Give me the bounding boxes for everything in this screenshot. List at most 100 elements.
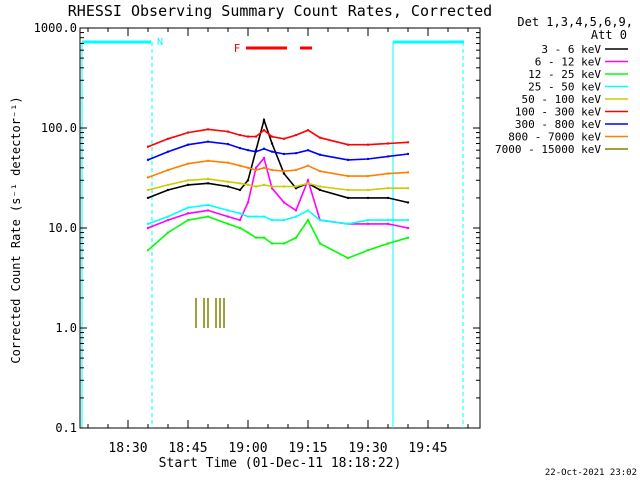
data-point (186, 179, 190, 182)
night-label: N (157, 37, 163, 48)
data-point (406, 218, 410, 222)
data-point (206, 209, 210, 212)
data-point (186, 206, 190, 209)
data-point (318, 185, 322, 188)
data-point (186, 131, 190, 134)
data-point (306, 164, 310, 167)
data-point (166, 150, 170, 153)
y-tick-label: 1000.0 (34, 21, 77, 35)
data-point (166, 183, 170, 187)
legend-entry-label: 3 - 6 keV (541, 43, 601, 56)
data-point (146, 222, 150, 226)
data-point (186, 162, 190, 165)
x-tick-label: 18:30 (108, 441, 147, 456)
data-point (254, 135, 258, 138)
series-line (147, 156, 409, 229)
series-8 (195, 297, 225, 328)
data-point (146, 248, 150, 252)
data-point (146, 158, 150, 162)
data-point (306, 218, 310, 222)
data-point (238, 212, 242, 215)
data-point (318, 188, 322, 192)
data-point (186, 212, 190, 215)
data-point (246, 201, 250, 204)
legend-subheader: Att 0 (591, 28, 627, 42)
y-tick-label: 10.0 (48, 221, 77, 235)
data-point (262, 215, 266, 218)
data-point (254, 168, 258, 172)
series-line (147, 215, 409, 259)
data-point (238, 182, 242, 185)
x-tick-label: 19:45 (408, 441, 447, 456)
data-point (306, 179, 310, 182)
series-2 (146, 215, 410, 260)
data-point (294, 151, 298, 155)
data-point (406, 171, 410, 174)
legend-entry-label: 25 - 50 keV (528, 81, 601, 94)
data-point (386, 218, 390, 222)
data-point (294, 215, 298, 218)
series-7 (146, 159, 410, 179)
series-line (147, 204, 408, 225)
data-point (306, 209, 310, 212)
data-point (282, 172, 286, 175)
data-point (406, 141, 410, 144)
data-point (386, 242, 390, 245)
data-point (270, 135, 274, 138)
data-point (270, 187, 274, 190)
legend-entry-label: 12 - 25 keV (528, 68, 601, 81)
data-point (346, 188, 350, 192)
data-point (318, 169, 322, 173)
data-point (386, 172, 390, 175)
data-point (386, 155, 390, 158)
chart-title: RHESSI Observing Summary Count Rates, Co… (68, 2, 492, 20)
data-point (282, 185, 286, 188)
data-point (146, 196, 150, 200)
series-6 (146, 140, 410, 162)
data-point (262, 156, 266, 160)
data-point (282, 152, 286, 156)
data-point (246, 135, 250, 138)
data-point (386, 142, 390, 145)
data-point (294, 185, 298, 188)
data-point (366, 174, 370, 178)
data-point (270, 242, 274, 245)
plot-frame (79, 27, 481, 429)
data-point (206, 140, 210, 143)
data-point (166, 231, 170, 234)
data-point (146, 145, 150, 148)
data-point (254, 185, 258, 188)
data-point (206, 182, 210, 185)
data-point (226, 209, 230, 212)
data-point (270, 168, 274, 172)
data-point (270, 142, 274, 145)
data-point (386, 187, 390, 190)
data-point (166, 215, 170, 218)
data-point (366, 248, 370, 252)
series-1 (146, 156, 410, 230)
data-point (254, 166, 258, 169)
data-point (366, 157, 370, 161)
data-point (318, 153, 322, 156)
data-point (238, 133, 242, 137)
data-point (366, 143, 370, 146)
data-point (262, 183, 266, 187)
series-line (147, 128, 409, 148)
data-point (226, 215, 230, 218)
y-tick-label: 0.1 (55, 421, 77, 435)
data-point (366, 196, 370, 200)
legend-header: Det 1,3,4,5,6,9, (517, 15, 633, 29)
data-point (146, 226, 150, 230)
data-point (246, 183, 250, 187)
x-axis-label: Start Time (01-Dec-11 18:18:22) (159, 456, 402, 471)
data-point (254, 236, 258, 239)
series-line (147, 140, 409, 161)
flare-label: F (234, 42, 241, 55)
y-axis-label: Corrected Count Rate (s⁻¹ detector⁻¹) (9, 96, 23, 363)
data-point (386, 196, 390, 200)
data-point (186, 183, 190, 187)
series-line (147, 159, 409, 179)
plot-area (79, 27, 481, 429)
legend-entry-label: 800 - 7000 keV (508, 131, 601, 144)
